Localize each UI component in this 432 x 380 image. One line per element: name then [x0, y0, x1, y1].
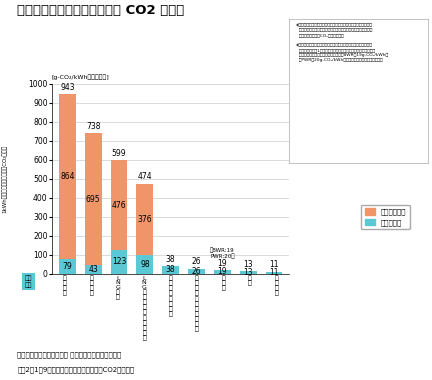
Text: 376: 376: [137, 215, 152, 224]
Text: 石
炊
火
力: 石 炊 火 力: [63, 276, 67, 296]
Bar: [59, 258, 76, 274]
Bar: [85, 133, 102, 265]
Text: 11: 11: [269, 268, 279, 277]
Bar: [59, 94, 76, 258]
Text: 38: 38: [166, 266, 175, 274]
Text: 26: 26: [192, 267, 201, 276]
Text: 出展：日本原子力文化財団 原子力・エネルギー図鑑集: 出展：日本原子力文化財団 原子力・エネルギー図鑑集: [17, 352, 121, 358]
Text: 43: 43: [88, 265, 98, 274]
Bar: [137, 184, 153, 255]
Text: 1kWhあたりのライフサイクCO₂排出量: 1kWhあたりのライフサイクCO₂排出量: [2, 144, 7, 213]
Bar: [111, 160, 127, 250]
Text: 原
子
力: 原 子 力: [222, 276, 226, 291]
Text: 11: 11: [269, 260, 279, 269]
Text: （BWR:19
PWR:20）: （BWR:19 PWR:20）: [210, 247, 235, 259]
Text: 13: 13: [243, 260, 253, 269]
Legend: 発電燃料燃焼, 設備・運用: 発電燃料燃焼, 設備・運用: [361, 205, 410, 230]
Text: 中
小
水
力: 中 小 水 力: [274, 276, 278, 296]
Bar: [214, 270, 231, 274]
Text: 943: 943: [60, 83, 75, 92]
Bar: [240, 271, 257, 274]
Text: 476: 476: [112, 201, 126, 209]
Text: 98: 98: [140, 260, 149, 269]
Text: 26: 26: [192, 257, 201, 266]
Text: 太
陽
光
（
住
宅
用
）: 太 陽 光 （ 住 宅 用 ）: [169, 276, 172, 317]
Text: 19: 19: [217, 267, 227, 276]
Text: 864: 864: [60, 172, 75, 181]
Bar: [162, 266, 179, 274]
Text: 「［2－1－9］各種電源別のライフサイクCO2排出量」: 「［2－1－9］各種電源別のライフサイクCO2排出量」: [17, 367, 134, 373]
Bar: [188, 269, 205, 274]
Text: L
N
G
火
力
（
コ
ン
バ
イ
ン
ド
）: L N G 火 力 （ コ ン バ イ ン ド ）: [142, 276, 147, 341]
Text: ◈発電燃料の燃焼に加え、原料の採掘から発電設備等の建設・燃
  料輸送・精製・運用・保守等のために消費される全てのエネル
  ギーを対象としてCO₂排出量を算出: ◈発電燃料の燃焼に加え、原料の採掘から発電設備等の建設・燃 料輸送・精製・運用・…: [296, 23, 388, 62]
Text: 79: 79: [63, 261, 72, 271]
Text: L
N
G
火
力: L N G 火 力: [115, 276, 120, 300]
Bar: [137, 255, 153, 274]
Text: 地
熱: 地 熱: [248, 276, 252, 286]
Text: 発電
種別: 発電 種別: [24, 276, 32, 288]
Bar: [266, 271, 283, 274]
Text: 石
油
火
力: 石 油 火 力: [89, 276, 93, 296]
Bar: [85, 265, 102, 274]
Text: 13: 13: [243, 268, 253, 277]
Text: 19: 19: [217, 259, 227, 268]
Text: 38: 38: [166, 255, 175, 264]
Text: 474: 474: [137, 172, 152, 181]
Bar: [111, 250, 127, 274]
Text: 123: 123: [112, 257, 126, 266]
Text: 各種電源別のライフサイクル CO2 排出量: 各種電源別のライフサイクル CO2 排出量: [17, 4, 184, 17]
Text: 599: 599: [112, 149, 126, 157]
Text: 738: 738: [86, 122, 100, 131]
Text: 695: 695: [86, 195, 101, 204]
Text: [g-CO₂/kWh（送電端）]: [g-CO₂/kWh（送電端）]: [52, 74, 110, 80]
Text: 風
力
（
陸
上
・
基
盤
設
置
）: 風 力 （ 陸 上 ・ 基 盤 設 置 ）: [195, 276, 199, 332]
